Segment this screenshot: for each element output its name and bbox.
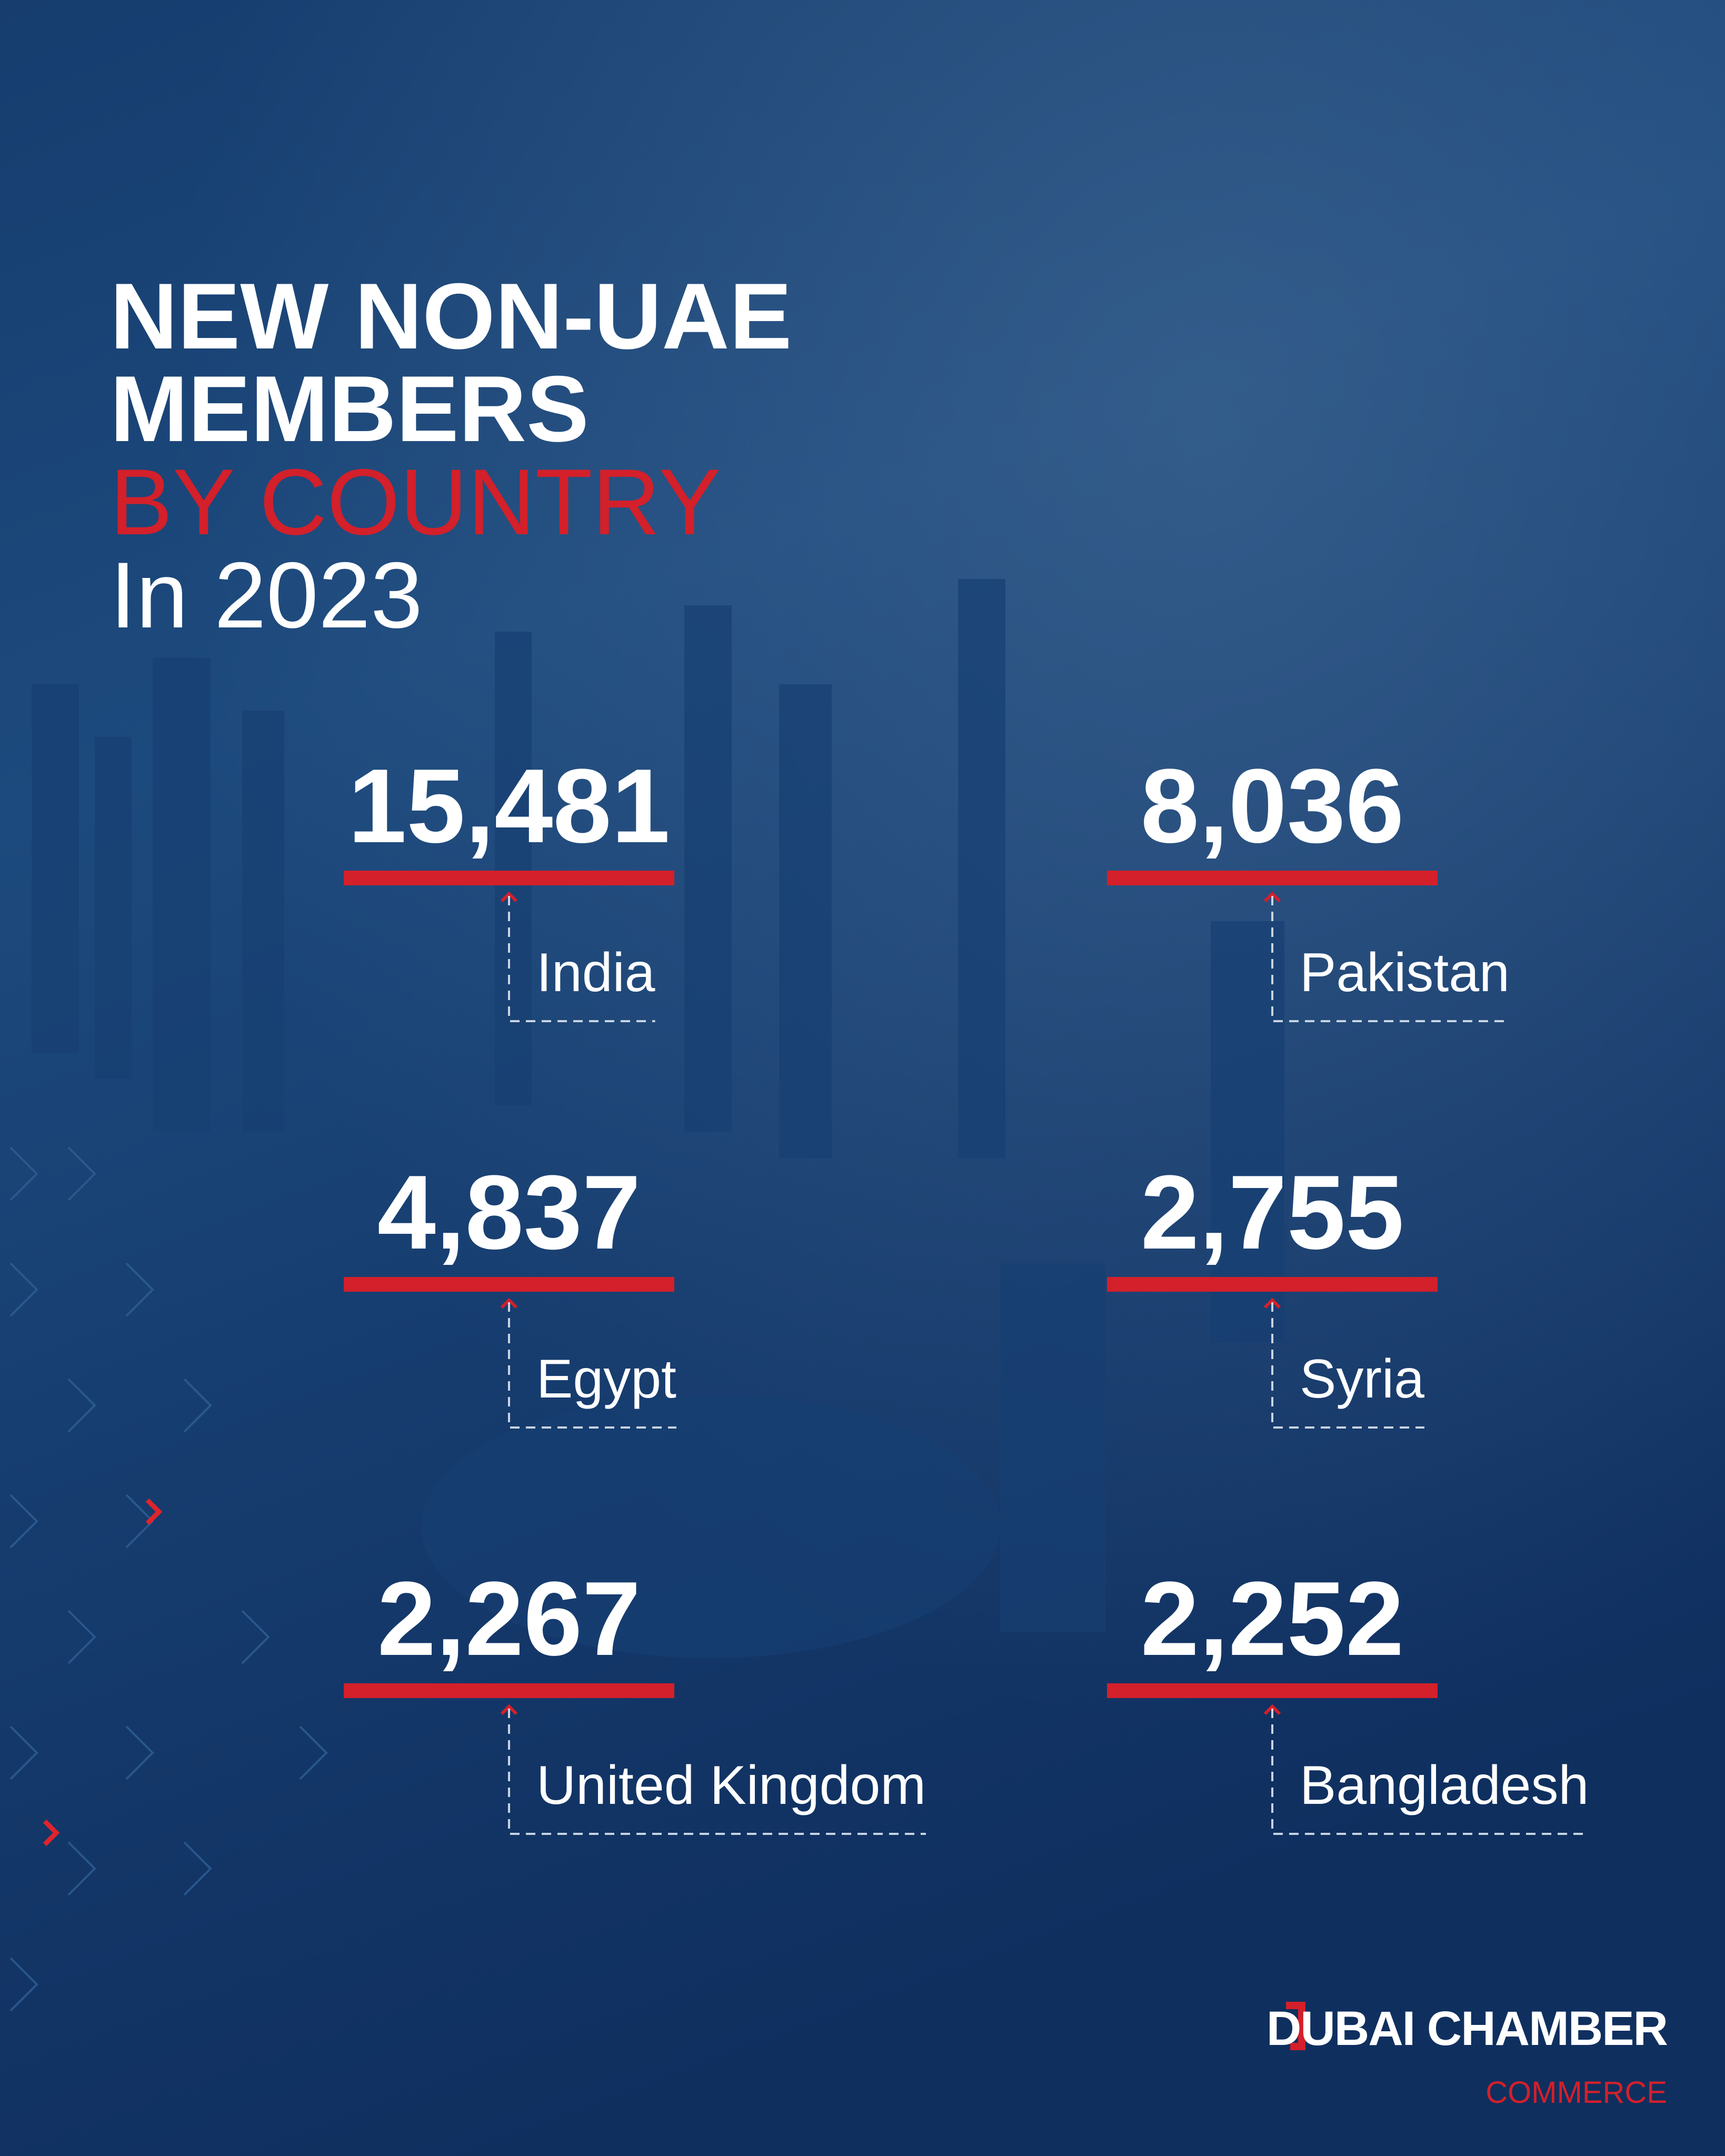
stat-value: 8,036 [1141,747,1404,865]
title-highlight: BY COUNTRY [110,450,721,554]
red-bar [344,1683,674,1698]
dashed-connector [508,1709,926,1835]
dashed-connector [1271,1709,1589,1835]
country-label: Pakistan [1300,942,1510,1003]
stat-value: 2,267 [377,1560,641,1678]
logo-name: DUBAI CHAMBER [1267,2002,1668,2055]
country-label: Egypt [536,1349,676,1410]
dashed-connector [508,896,655,1022]
stats: 15,481 India 8,036 Pakistan 4,837 Egypt 2,755 S… [344,747,1589,1835]
stat-value: 4,837 [377,1154,641,1271]
title-line: MEMBERS [110,356,589,461]
chevron-accent [145,1498,163,1525]
chevron-accent [43,1819,60,1846]
stat-value: 15,481 [348,747,670,865]
red-bar [1107,871,1438,885]
dashed-connector [1271,1302,1424,1429]
skyline [32,579,1284,1658]
red-bar [344,1277,674,1292]
logo-mark [1286,2002,1305,2050]
country-label: Syria [1300,1349,1424,1410]
country-label: India [536,942,655,1003]
logo-sub: COMMERCE [1485,2075,1667,2110]
stat-value: 2,252 [1141,1560,1404,1678]
subtitle: In 2023 [110,543,423,647]
arrow-head [500,891,518,903]
stat-value: 2,755 [1141,1154,1404,1271]
arrow-head [500,1297,518,1309]
red-bar [1107,1277,1438,1292]
country-label: United Kingdom [536,1755,926,1816]
red-bar [1107,1683,1438,1698]
red-bar [344,871,674,885]
arrow-head [1263,1297,1281,1309]
country-label: Bangladesh [1300,1755,1589,1816]
title-line: NEW NON-UAE [110,264,792,368]
arrow-head [1263,891,1281,903]
arrow-head [1263,1704,1281,1715]
arrow-head [500,1704,518,1715]
